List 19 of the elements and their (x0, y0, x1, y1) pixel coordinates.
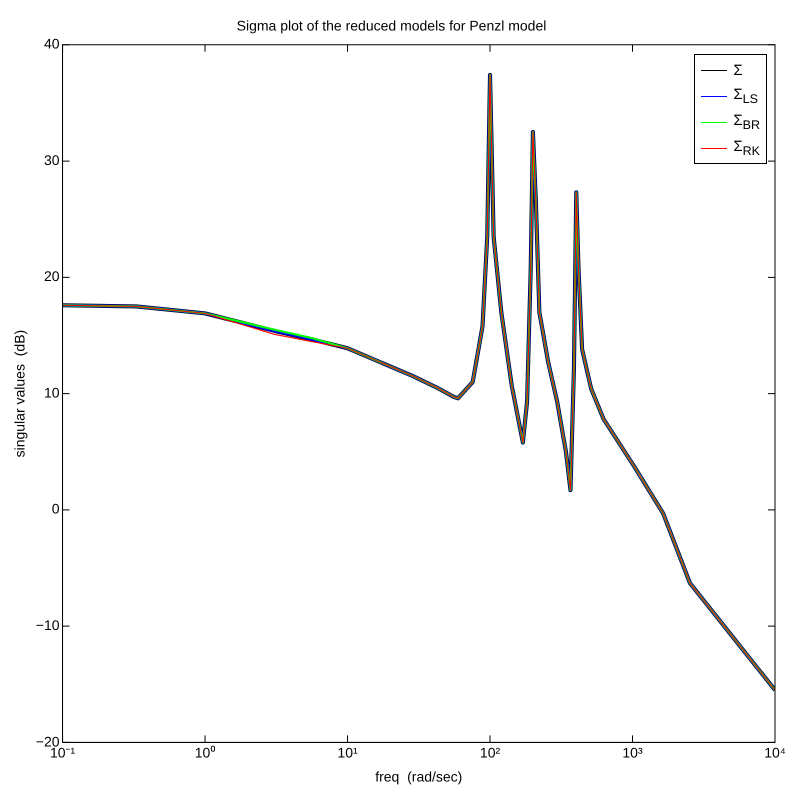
legend-label: Σ$_{RK}$ (733, 138, 760, 158)
y-tick-label: 10 (44, 384, 60, 400)
y-tick-label: 20 (44, 268, 60, 284)
x-tick-label: 10⁴ (764, 744, 786, 761)
y-tick-label: 40 (44, 36, 60, 52)
x-tick-label: 10¹ (337, 744, 358, 761)
y-tick-label: −10 (36, 616, 60, 633)
y-tick-label: 30 (44, 152, 60, 168)
x-tick-label: 10² (480, 744, 500, 761)
legend-label: Σ$_{LS}$ (733, 86, 758, 106)
x-tick-label: 10³ (622, 744, 643, 761)
chart-title: Sigma plot of the reduced models for Penzl model (236, 17, 546, 34)
y-tick-label: 0 (52, 500, 60, 517)
y-tick-label: −20 (36, 733, 60, 750)
legend-label: Σ (733, 62, 743, 78)
x-axis-title: freq (rad/sec) (375, 768, 462, 784)
legend-label: Σ$_{BR}$ (733, 112, 760, 132)
y-axis-title: singular values (dB) (11, 330, 28, 458)
x-tick-label: 10⁰ (194, 744, 216, 761)
